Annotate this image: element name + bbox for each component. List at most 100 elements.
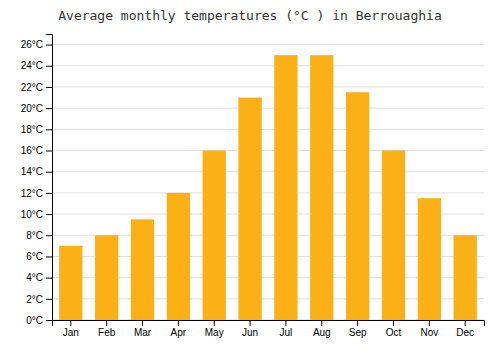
x-tick-mark [178,320,179,326]
y-tick-label: 6°C [26,251,43,262]
y-tick-mark [46,87,52,88]
y-tick-mark [46,235,52,236]
grid-line [52,44,484,45]
x-tick-label: Mar [134,327,152,338]
grid [52,45,484,320]
x-axis-line [53,321,485,327]
y-tick-label: 24°C [21,60,43,71]
y-tick-label: 16°C [21,145,43,156]
x-tick: May [205,320,224,338]
y-tick-label: 14°C [21,166,43,177]
y-tick: 8°C [26,230,52,241]
x-tick-mark [142,320,143,326]
grid-line [52,192,484,193]
y-tick-mark [46,299,52,300]
x-tick-mark [321,320,322,326]
grid-line [52,150,484,151]
y-tick-mark [46,129,52,130]
y-tick-mark [46,151,52,152]
x-tick-mark [250,320,251,326]
x-tick-label: Sep [349,327,367,338]
x-tick: Jun [242,320,258,338]
bar [274,55,297,320]
grid-line [52,171,484,172]
y-tick-mark [46,278,52,279]
x-tick: Aug [313,320,331,338]
y-tick-mark [46,214,52,215]
x-tick-label: Nov [420,327,438,338]
x-tick-mark [106,320,107,326]
x-tick: Dec [456,320,474,338]
x-tick-label: May [205,327,224,338]
bar [238,98,261,320]
x-tick-mark [214,320,215,326]
y-tick-label: 0°C [26,315,43,326]
y-tick: 4°C [26,272,52,283]
x-tick: Mar [134,320,152,338]
y-tick-label: 22°C [21,82,43,93]
x-tick-label: Feb [98,327,116,338]
bar [346,92,369,320]
y-tick-label: 18°C [21,124,43,135]
y-tick: 22°C [21,82,52,93]
bar [418,198,441,320]
x-tick-label: Oct [386,327,402,338]
y-tick-label: 12°C [21,188,43,199]
x-tick-mark [393,320,394,326]
y-tick-mark [46,193,52,194]
y-tick-label: 20°C [21,103,43,114]
x-tick: Jul [280,320,293,338]
bar [382,151,405,320]
y-tick-label: 10°C [21,209,43,220]
y-tick-label: 4°C [26,272,43,283]
x-tick-label: Jun [242,327,258,338]
y-tick: 12°C [21,188,52,199]
x-tick: Feb [98,320,116,338]
x-tick-label: Jul [280,327,293,338]
grid-line [52,129,484,130]
chart: Average monthly temperatures (°C ) in Be… [0,0,500,350]
y-tick-mark [46,66,52,67]
x-tick-label: Dec [456,327,474,338]
y-tick: 14°C [21,166,52,177]
title: Average monthly temperatures (°C ) in Be… [58,8,442,23]
y-tick: 2°C [26,294,52,305]
x-tick: Oct [386,320,402,338]
y-tick-mark [46,108,52,109]
bar [203,151,226,320]
y-tick-label: 2°C [26,294,43,305]
x-axis: Jan Feb Mar Apr May Jun Jul Aug Sep Oct Nov Dec [53,320,485,338]
bar [454,235,477,320]
bar [310,55,333,320]
bar [167,193,190,320]
y-tick-mark [46,256,52,257]
bar [95,235,118,320]
x-tick-label: Aug [313,327,331,338]
x-tick-label: Jan [63,327,79,338]
grid-line [52,86,484,87]
y-axis: 0°C 2°C 4°C 6°C 8°C 10°C 12°C 14°C 16°C 18°C 20°C 2… [21,35,53,326]
grid-line [52,65,484,66]
x-tick-mark [285,320,286,326]
y-tick-mark [46,320,52,321]
y-tick: 0°C [26,315,52,326]
y-tick-mark [46,172,52,173]
x-tick: Nov [420,320,438,338]
x-tick: Jan [63,320,79,338]
y-tick: 16°C [21,145,52,156]
x-tick-mark [357,320,358,326]
y-tick: 18°C [21,124,52,135]
x-tick-mark [70,320,71,326]
bars [59,55,477,320]
grid-line [52,108,484,109]
y-tick-label: 8°C [26,230,43,241]
x-tick: Sep [349,320,367,338]
y-tick-label: 26°C [21,39,43,50]
x-tick: Apr [171,320,187,338]
x-tick-label: Apr [171,327,187,338]
y-tick: 26°C [21,39,52,50]
x-tick-mark [465,320,466,326]
y-tick-mark [46,45,52,46]
x-tick-mark [429,320,430,326]
y-tick: 20°C [21,103,52,114]
